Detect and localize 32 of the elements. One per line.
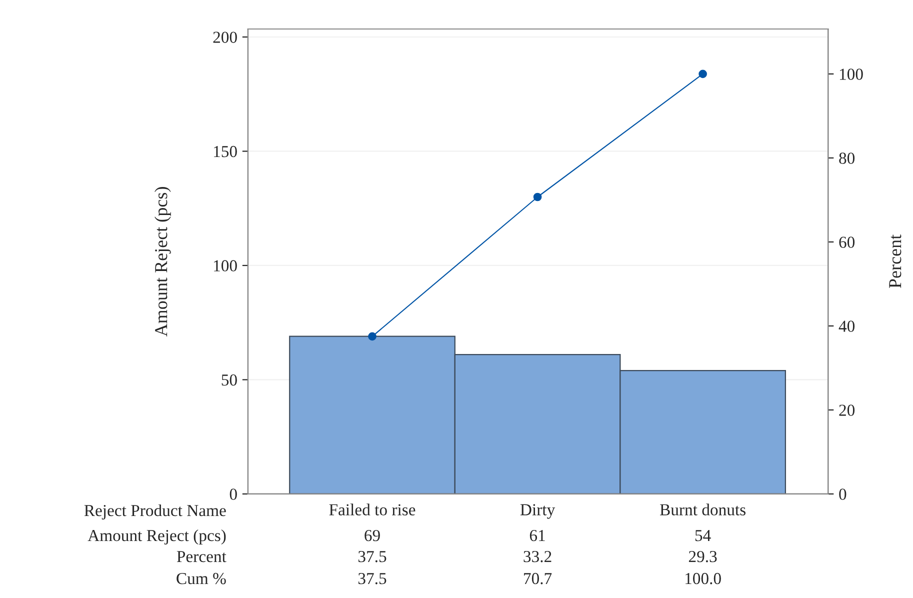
point — [533, 192, 542, 202]
text: Cum % — [176, 572, 226, 584]
data-label: 69 — [364, 530, 380, 542]
text: Percent — [176, 551, 226, 562]
y2-tick-label: 0 — [839, 488, 846, 500]
x-tick-label: Dirty — [520, 504, 556, 519]
y-tick-label: 100 — [214, 260, 237, 272]
y-tick-label: 150 — [214, 146, 237, 158]
data-label: 54 — [695, 530, 711, 542]
text: 37.5 — [358, 550, 386, 562]
y2-tick-label: 80 — [839, 152, 855, 164]
y2-tick-label: 40 — [838, 320, 855, 332]
data-label: 70.7 — [524, 572, 552, 584]
data-label: 37.5 — [358, 572, 386, 584]
y-tick-label: 200 — [213, 32, 237, 43]
text: 29.3 — [688, 550, 717, 562]
y2-tick-label: 20 — [839, 404, 855, 416]
point — [368, 332, 376, 341]
y-tick-label: 50 — [222, 374, 237, 386]
x-axis-title: Reject Product Name — [84, 504, 226, 520]
y-tick-label: 0 — [230, 488, 237, 500]
y-axis-title: Amount Reject (pcs) — [154, 187, 171, 337]
x-tick-label: Burnt donuts — [660, 504, 746, 516]
data-label: 61 — [530, 530, 545, 542]
text: Amount Reject (pcs) — [88, 529, 226, 545]
y2-axis-title: Percent — [889, 234, 902, 288]
data-label: 100.0 — [686, 572, 721, 584]
point — [698, 70, 707, 78]
y2-tick-label: 60 — [839, 236, 855, 248]
text: 33.2 — [524, 550, 552, 562]
x-tick-label: Failed to rise — [329, 504, 416, 516]
y2-tick-label: 100 — [840, 68, 863, 80]
